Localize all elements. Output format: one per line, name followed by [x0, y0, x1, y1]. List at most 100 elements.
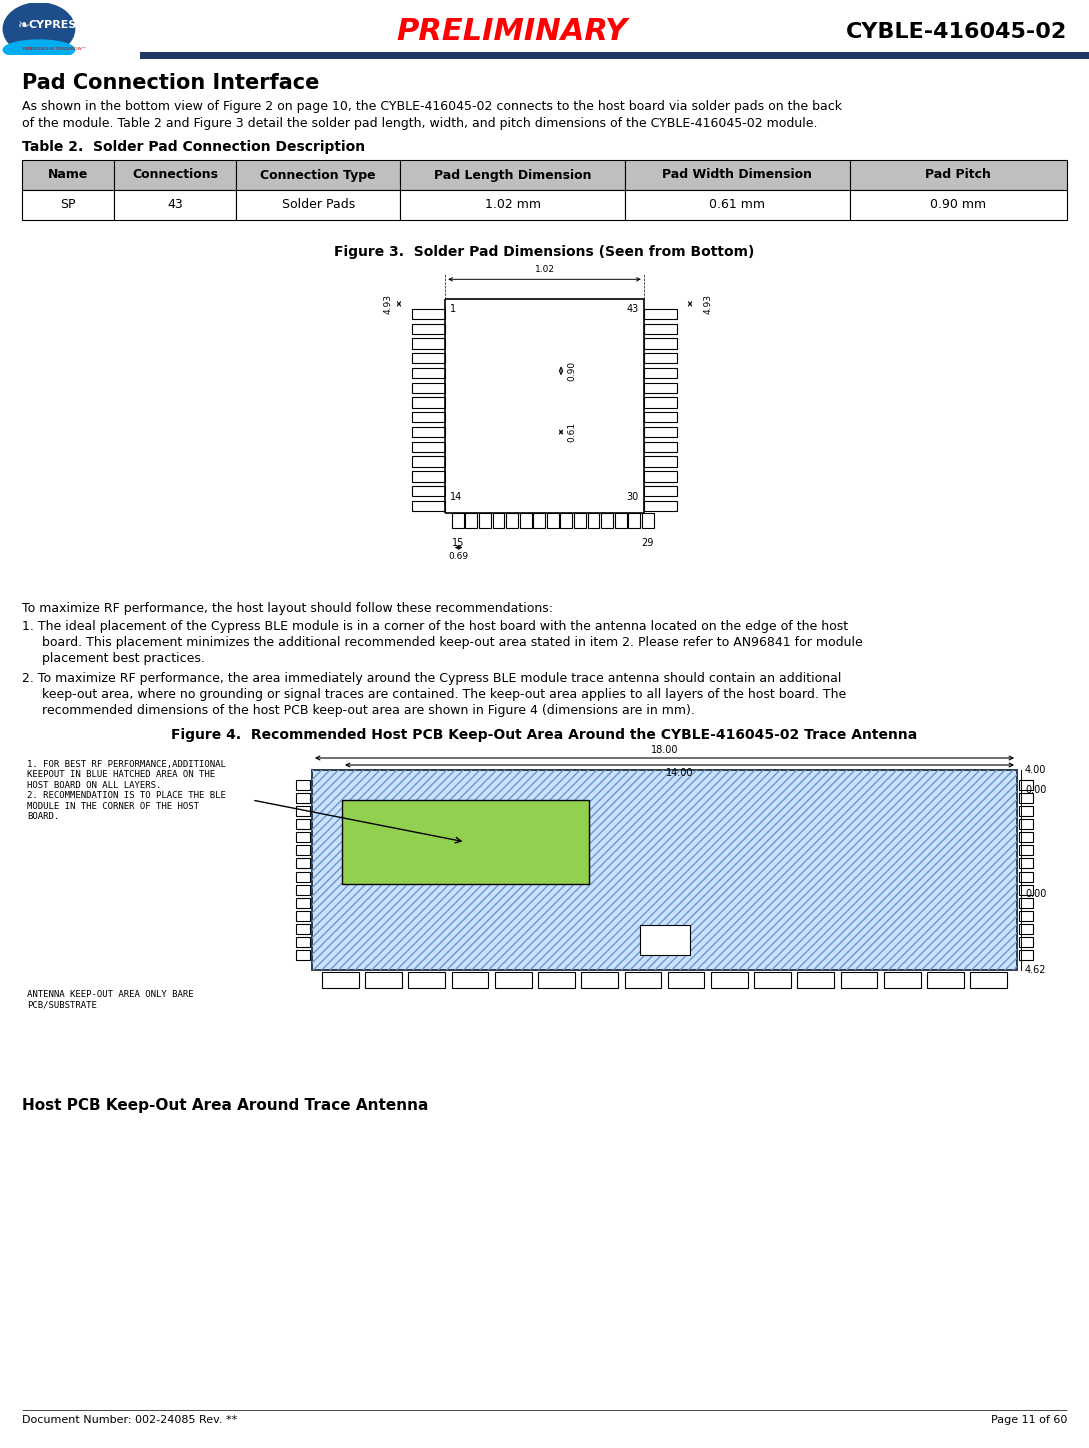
Bar	[296, 950, 310, 960]
Bar	[625, 159, 849, 190]
Bar	[849, 159, 1067, 190]
Bar	[1019, 807, 1033, 817]
Bar	[296, 911, 310, 921]
Bar	[538, 972, 575, 988]
Bar	[236, 159, 401, 190]
Text: 18.00: 18.00	[651, 746, 678, 754]
Bar	[644, 308, 676, 319]
Bar	[1019, 820, 1033, 830]
Text: 14.00: 14.00	[665, 767, 694, 778]
Bar	[711, 972, 748, 988]
Bar	[1019, 859, 1033, 869]
Text: 15: 15	[452, 537, 464, 547]
Bar	[114, 159, 236, 190]
Text: 1. FOR BEST RF PERFORMANCE,ADDITIONAL
KEEPOUT IN BLUE HATCHED AREA ON THE
HOST B: 1. FOR BEST RF PERFORMANCE,ADDITIONAL KE…	[27, 760, 225, 821]
Text: 0.69: 0.69	[449, 552, 468, 562]
Bar	[644, 501, 676, 511]
Text: 2. To maximize RF performance, the area immediately around the Cypress BLE modul: 2. To maximize RF performance, the area …	[22, 672, 842, 685]
Bar	[313, 770, 1017, 970]
Bar	[639, 925, 689, 956]
Text: 0.00: 0.00	[1025, 785, 1047, 795]
Bar	[413, 413, 445, 423]
Text: Name: Name	[48, 168, 88, 181]
Bar	[644, 382, 676, 392]
Text: board. This placement minimizes the additional recommended keep-out area stated : board. This placement minimizes the addi…	[42, 636, 862, 649]
Bar	[413, 397, 445, 408]
Bar	[413, 368, 445, 378]
Text: CYBLE-416045-02: CYBLE-416045-02	[846, 22, 1067, 42]
Text: Pad Connection Interface: Pad Connection Interface	[22, 72, 319, 93]
Bar	[644, 368, 676, 378]
Text: keep-out area, where no grounding or signal traces are contained. The keep-out a: keep-out area, where no grounding or sig…	[42, 688, 846, 701]
Text: 4.62: 4.62	[1025, 964, 1047, 975]
Bar	[413, 487, 445, 497]
Bar	[1019, 780, 1033, 791]
Bar	[641, 513, 653, 527]
Text: 1. The ideal placement of the Cypress BLE module is in a corner of the host boar: 1. The ideal placement of the Cypress BL…	[22, 620, 848, 633]
Bar	[628, 513, 640, 527]
Bar	[296, 820, 310, 830]
Text: 1.02: 1.02	[535, 265, 554, 274]
Bar	[970, 972, 1007, 988]
Bar	[413, 456, 445, 466]
Bar	[547, 513, 559, 527]
Bar	[755, 972, 791, 988]
Bar	[644, 471, 676, 482]
Text: Figure 4.  Recommended Host PCB Keep-Out Area Around the CYBLE-416045-02 Trace A: Figure 4. Recommended Host PCB Keep-Out …	[171, 728, 918, 741]
Text: 43: 43	[168, 198, 183, 211]
Bar	[841, 972, 878, 988]
Bar	[644, 339, 676, 349]
Bar	[401, 159, 625, 190]
Bar	[22, 159, 114, 190]
Bar	[494, 972, 531, 988]
Bar	[313, 770, 1017, 970]
Bar	[884, 972, 920, 988]
Bar	[1019, 898, 1033, 908]
Bar	[296, 937, 310, 947]
Bar	[644, 442, 676, 452]
Bar	[1019, 924, 1033, 934]
Bar	[519, 513, 531, 527]
Bar	[587, 513, 599, 527]
Ellipse shape	[3, 3, 75, 55]
Bar	[479, 513, 491, 527]
Text: 29: 29	[641, 537, 653, 547]
Text: 1: 1	[450, 304, 456, 314]
Bar	[413, 308, 445, 319]
Bar	[365, 972, 402, 988]
Bar	[413, 323, 445, 334]
Text: 4.93: 4.93	[703, 294, 712, 314]
Text: Pad Pitch: Pad Pitch	[926, 168, 991, 181]
Text: CYPRESS: CYPRESS	[28, 20, 85, 30]
Bar	[413, 353, 445, 363]
Text: ❧: ❧	[19, 17, 30, 32]
Bar	[492, 513, 504, 527]
Text: Connections: Connections	[132, 168, 218, 181]
Text: Solder Pads: Solder Pads	[282, 198, 355, 211]
Bar	[413, 442, 445, 452]
Bar	[322, 972, 358, 988]
Bar	[1019, 885, 1033, 895]
Bar	[625, 190, 849, 220]
Bar	[296, 872, 310, 882]
Bar	[296, 898, 310, 908]
Text: placement best practices.: placement best practices.	[42, 652, 205, 665]
Bar	[452, 513, 464, 527]
Bar	[644, 427, 676, 437]
Bar	[644, 323, 676, 334]
Text: 0.90 mm: 0.90 mm	[930, 198, 987, 211]
Text: 0.90: 0.90	[567, 361, 577, 381]
Text: of the module. Table 2 and Figure 3 detail the solder pad length, width, and pit: of the module. Table 2 and Figure 3 deta…	[22, 117, 818, 130]
Bar	[22, 190, 114, 220]
Bar	[561, 513, 573, 527]
Bar	[625, 972, 661, 988]
Bar	[296, 780, 310, 791]
Bar	[644, 353, 676, 363]
Bar	[644, 413, 676, 423]
Bar	[401, 190, 625, 220]
Bar	[1019, 833, 1033, 843]
Text: 43: 43	[626, 304, 639, 314]
Text: 1.02 mm: 1.02 mm	[485, 198, 540, 211]
Text: 0.61 mm: 0.61 mm	[709, 198, 766, 211]
Text: Pad Length Dimension: Pad Length Dimension	[433, 168, 591, 181]
